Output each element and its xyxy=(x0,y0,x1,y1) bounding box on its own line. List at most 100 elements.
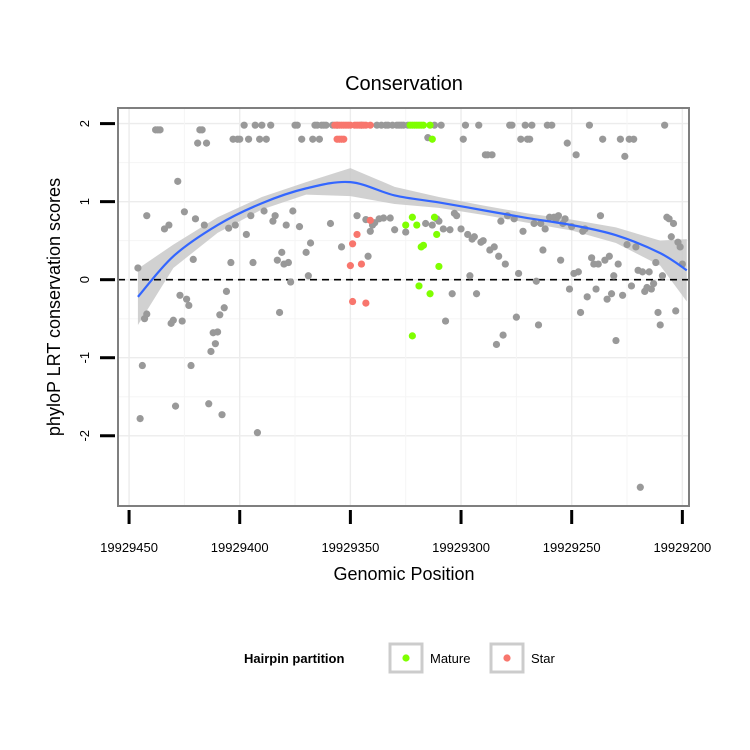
legend-label-mature: Mature xyxy=(430,651,470,666)
point-other xyxy=(492,340,501,349)
legend-title: Hairpin partition xyxy=(244,651,344,666)
point-other xyxy=(592,285,600,293)
point-other xyxy=(220,304,228,312)
point-other xyxy=(213,328,222,336)
point-other xyxy=(216,311,224,319)
point-other xyxy=(293,121,301,129)
point-other xyxy=(676,243,684,251)
x-tick-label: 19929400 xyxy=(211,540,269,555)
point-other xyxy=(143,310,151,318)
x-tick-label: 19929450 xyxy=(100,540,158,555)
point-mature xyxy=(435,262,443,271)
x-axis: 19929450 19929400 19929350 19929300 19929250… xyxy=(100,510,711,555)
x-axis-title: Genomic Position xyxy=(333,564,474,584)
point-other xyxy=(202,139,211,147)
point-other xyxy=(189,255,197,263)
point-other xyxy=(379,214,388,222)
smooth-trend-line xyxy=(137,180,688,298)
point-other xyxy=(453,212,461,220)
point-other xyxy=(638,268,647,276)
point-other xyxy=(391,226,399,234)
point-other xyxy=(156,126,164,134)
point-other xyxy=(211,340,219,348)
point-other xyxy=(672,307,680,315)
point-other xyxy=(605,252,613,260)
x-tick-label: 19929250 xyxy=(543,540,601,555)
legend-label-star: Star xyxy=(531,651,556,666)
point-other xyxy=(534,321,543,329)
point-other xyxy=(205,400,213,408)
point-other xyxy=(612,336,620,345)
point-other xyxy=(176,291,184,299)
point-star xyxy=(353,230,361,239)
point-other xyxy=(667,233,675,241)
point-other xyxy=(322,121,330,129)
point-other xyxy=(619,291,627,299)
point-other xyxy=(521,121,529,129)
point-other xyxy=(519,227,527,235)
point-other xyxy=(548,121,556,129)
point-other xyxy=(563,139,571,147)
point-other xyxy=(470,233,478,241)
y-tick-label: 1 xyxy=(77,198,92,205)
point-star xyxy=(362,299,370,307)
point-other xyxy=(258,121,266,129)
point-other xyxy=(306,239,315,247)
legend-dot-mature xyxy=(402,654,410,662)
x-tick-label: 19929200 xyxy=(653,540,711,555)
point-other xyxy=(240,121,248,129)
data-points xyxy=(134,121,686,491)
point-other xyxy=(253,429,262,437)
point-other xyxy=(244,135,253,143)
point-other xyxy=(557,256,565,264)
point-mature xyxy=(419,241,428,249)
point-other xyxy=(273,256,281,264)
point-other xyxy=(627,282,636,290)
point-mature xyxy=(419,121,428,129)
point-other xyxy=(187,361,195,370)
point-other xyxy=(459,135,467,143)
point-mature xyxy=(413,221,421,229)
point-other xyxy=(596,212,605,220)
point-other xyxy=(565,285,574,293)
point-other xyxy=(178,317,186,325)
point-other xyxy=(242,230,250,239)
point-mature xyxy=(426,290,434,298)
grid-lines xyxy=(118,108,689,506)
point-other xyxy=(621,152,629,160)
point-other xyxy=(174,177,182,185)
point-other xyxy=(599,135,607,143)
point-other xyxy=(304,272,312,280)
point-other xyxy=(669,219,678,228)
point-other xyxy=(594,260,602,268)
point-star xyxy=(348,240,357,248)
y-tick-label: 2 xyxy=(77,120,92,127)
point-other xyxy=(512,313,520,321)
point-other xyxy=(295,223,304,231)
point-other xyxy=(488,151,496,159)
point-mature xyxy=(428,135,436,143)
plot-panel-border xyxy=(117,107,690,507)
point-mature xyxy=(426,121,434,129)
point-other xyxy=(661,121,669,129)
point-other xyxy=(665,215,673,223)
point-other xyxy=(630,135,638,143)
point-other xyxy=(603,295,611,303)
point-other xyxy=(561,215,569,223)
point-other xyxy=(353,212,361,220)
point-other xyxy=(632,243,640,251)
point-other xyxy=(636,483,644,491)
point-other xyxy=(588,254,596,262)
point-other xyxy=(171,402,180,410)
point-other xyxy=(269,217,277,225)
point-other xyxy=(448,290,456,298)
point-other xyxy=(508,121,516,129)
point-other xyxy=(207,347,215,356)
point-mature xyxy=(402,221,410,229)
legend-dot-star xyxy=(503,654,511,662)
point-other xyxy=(143,212,151,220)
y-axis: -2 -1 0 1 2 xyxy=(77,120,115,442)
point-other xyxy=(191,215,200,223)
point-other xyxy=(652,258,660,267)
